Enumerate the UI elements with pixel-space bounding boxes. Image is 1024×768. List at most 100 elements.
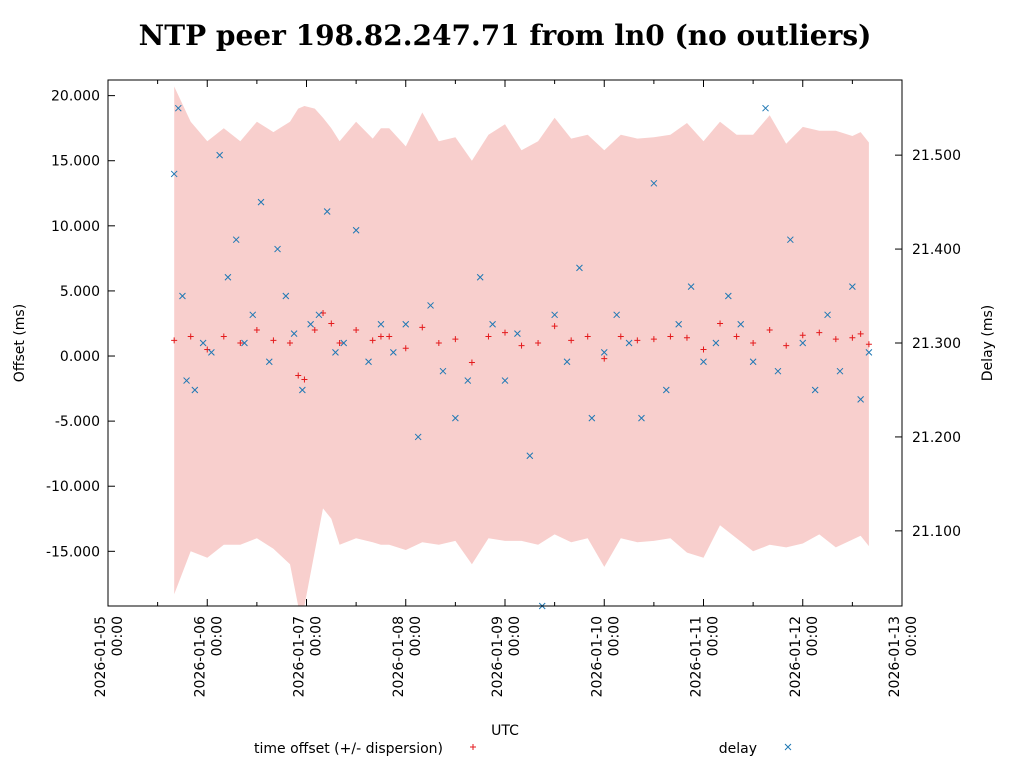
offset-point	[518, 342, 525, 349]
x-tick-label: 2026-01-1100:00	[689, 616, 722, 697]
delay-point	[282, 292, 290, 300]
delay-point	[526, 452, 534, 460]
y-tick-label-left: 10.000	[51, 219, 100, 235]
legend-marker-delay	[784, 743, 792, 751]
offset-point	[295, 372, 302, 379]
y-tick-label-left: -5.000	[55, 414, 100, 430]
delay-point	[865, 349, 873, 356]
delay-point	[257, 198, 265, 206]
offset-point	[783, 342, 790, 349]
delay-point	[687, 283, 695, 290]
delay-point	[216, 151, 224, 159]
x-axis-label: UTC	[491, 723, 519, 739]
legend-label-delay: delay	[719, 741, 757, 757]
delay-point	[274, 245, 281, 253]
delay-point	[501, 377, 509, 384]
offset-point	[311, 326, 318, 333]
delay-point	[786, 236, 794, 244]
delay-point	[662, 386, 670, 394]
delay-point	[315, 311, 323, 319]
offset-point	[204, 346, 211, 353]
delay-point	[476, 273, 484, 281]
delay-point	[170, 170, 178, 178]
offset-point	[865, 341, 872, 348]
offset-point	[435, 340, 442, 346]
y-tick-label-right: 21.100	[912, 524, 961, 540]
offset-point	[700, 346, 707, 353]
offset-point	[377, 333, 384, 340]
offset-point	[849, 334, 856, 341]
y-tick-label-left: -10.000	[46, 479, 100, 495]
offset-point	[485, 333, 492, 340]
offset-point	[419, 324, 426, 331]
delay-point	[299, 386, 306, 394]
x-tick-label: 2026-01-0700:00	[292, 616, 325, 697]
delay-point	[675, 320, 683, 328]
delay-point	[464, 377, 472, 384]
offset-point	[402, 345, 409, 352]
delay-point	[724, 292, 732, 300]
x-tick-label: 2026-01-1000:00	[589, 616, 622, 697]
y-tick-label-right: 21.200	[912, 430, 961, 446]
offset-point	[301, 376, 308, 383]
delay-point	[551, 311, 558, 319]
x-tick-label: 2026-01-1200:00	[788, 616, 821, 697]
delay-point	[208, 349, 215, 356]
offset-point	[369, 337, 376, 344]
delay-point	[650, 179, 658, 187]
delay-point	[600, 349, 608, 356]
delay-point	[224, 273, 232, 281]
y-tick-label-left: 5.000	[60, 284, 100, 300]
delay-point	[290, 330, 298, 337]
axes: 20.000 15.000 10.000 5.000 0.000 -5.000 -10.00…	[46, 80, 961, 697]
delay-point	[576, 264, 583, 272]
offset-point	[237, 340, 244, 346]
delay-point	[824, 311, 831, 319]
y-tick-label-left: 20.000	[51, 89, 100, 105]
offset-point	[328, 320, 335, 327]
delay-point	[737, 320, 745, 328]
delay-point	[811, 386, 819, 394]
delay-point	[749, 358, 757, 366]
delay-point	[762, 104, 769, 112]
offset-point	[452, 336, 459, 343]
delay-point	[377, 320, 385, 328]
offset-point	[601, 355, 608, 362]
legend-label-offset: time offset (+/- dispersion)	[254, 741, 443, 757]
delay-point	[799, 339, 807, 347]
y-tick-label-left: -15.000	[46, 544, 100, 560]
delay-point	[241, 339, 248, 347]
delay-point	[340, 339, 348, 347]
offset-point	[286, 340, 293, 346]
offset-point	[253, 326, 260, 333]
offset-point	[551, 323, 558, 330]
delay-point	[249, 311, 257, 319]
delay-point	[183, 377, 190, 384]
offset-point	[650, 336, 657, 343]
delay-point	[563, 358, 571, 366]
delay-point	[414, 433, 422, 441]
delay-point	[613, 311, 621, 319]
delay-point	[857, 396, 864, 403]
delay-point	[265, 358, 273, 366]
y-tick-label-left: 0.000	[60, 349, 100, 365]
offset-point	[584, 333, 591, 340]
delay-point	[402, 320, 410, 328]
offset-point	[270, 337, 277, 344]
delay-point	[352, 226, 360, 234]
delay-point	[452, 414, 459, 422]
data-marks	[170, 104, 873, 610]
offset-point	[667, 333, 674, 340]
offset-point	[535, 340, 542, 346]
offset-point	[386, 333, 393, 340]
offset-point	[353, 326, 360, 333]
offset-point	[568, 337, 575, 344]
y-axis-label-right: Delay (ms)	[980, 305, 996, 381]
offset-point	[857, 330, 864, 337]
y-tick-label-right: 21.300	[912, 336, 961, 352]
offset-point	[187, 333, 194, 340]
delay-point	[174, 104, 182, 112]
delay-point	[439, 367, 447, 375]
delay-point	[427, 302, 434, 309]
